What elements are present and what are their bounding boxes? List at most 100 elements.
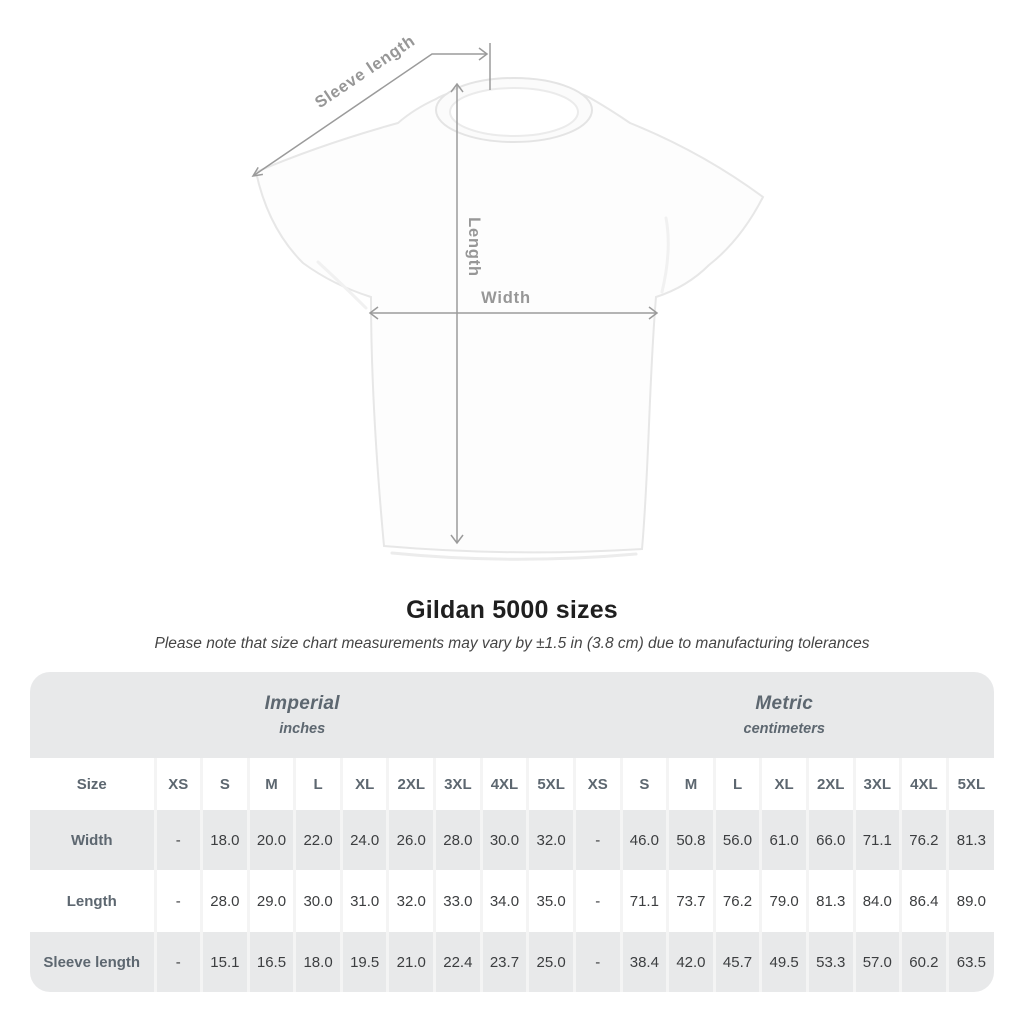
sleeve-length-line bbox=[252, 53, 487, 177]
value-cell: 53.3 bbox=[805, 932, 855, 992]
tshirt-body bbox=[254, 84, 765, 554]
page-title: Gildan 5000 sizes bbox=[406, 596, 618, 624]
unit-header-row: Imperial inches Metric centimeters bbox=[30, 672, 994, 758]
size-header: 2XL bbox=[386, 758, 435, 810]
size-header: L bbox=[293, 758, 342, 810]
value-cell: 32.0 bbox=[526, 810, 575, 870]
value-cell: 28.0 bbox=[433, 810, 482, 870]
size-header: S bbox=[200, 758, 249, 810]
value-cell: 73.7 bbox=[666, 870, 715, 932]
sleeve-arrowhead-collar bbox=[478, 47, 489, 61]
value-cell: 76.2 bbox=[899, 810, 948, 870]
length-row: Length - 28.0 29.0 30.0 31.0 32.0 33.0 3… bbox=[30, 870, 994, 932]
size-header: 3XL bbox=[433, 758, 482, 810]
value-cell: - bbox=[572, 932, 622, 992]
value-cell: - bbox=[572, 870, 622, 932]
metric-title: Metric bbox=[755, 693, 814, 714]
value-cell: 31.0 bbox=[339, 870, 388, 932]
size-header: 2XL bbox=[805, 758, 855, 810]
size-column-header: Size bbox=[30, 758, 155, 810]
value-cell: 22.0 bbox=[293, 810, 342, 870]
value-cell: 24.0 bbox=[339, 810, 388, 870]
value-cell: 60.2 bbox=[899, 932, 948, 992]
value-cell: 32.0 bbox=[386, 870, 435, 932]
value-cell: 56.0 bbox=[712, 810, 761, 870]
size-header: M bbox=[666, 758, 715, 810]
value-cell: 71.1 bbox=[619, 870, 668, 932]
size-table-card: Imperial inches Metric centimeters Size … bbox=[30, 672, 994, 992]
sleeve-arrowhead bbox=[251, 167, 264, 177]
tolerance-note: Please note that size chart measurements… bbox=[154, 635, 870, 652]
value-cell: 21.0 bbox=[386, 932, 435, 992]
width-arrowhead-right bbox=[648, 306, 659, 320]
value-cell: 29.0 bbox=[246, 870, 295, 932]
size-header: L bbox=[712, 758, 761, 810]
value-cell: 79.0 bbox=[759, 870, 808, 932]
value-cell: 15.1 bbox=[200, 932, 249, 992]
tshirt-measurement-diagram: Sleeve length Length Width bbox=[251, 32, 765, 561]
value-cell: 26.0 bbox=[386, 810, 435, 870]
length-arrowhead-top bbox=[450, 82, 464, 93]
size-header: M bbox=[246, 758, 295, 810]
value-cell: 61.0 bbox=[759, 810, 808, 870]
value-cell: 71.1 bbox=[852, 810, 901, 870]
value-cell: 25.0 bbox=[526, 932, 575, 992]
value-cell: 28.0 bbox=[200, 870, 249, 932]
value-cell: 18.0 bbox=[200, 810, 249, 870]
value-cell: 84.0 bbox=[852, 870, 901, 932]
title-block: Gildan 5000 sizes Please note that size … bbox=[0, 596, 1024, 653]
value-cell: 76.2 bbox=[712, 870, 761, 932]
tshirt-illustration bbox=[254, 77, 765, 561]
value-cell: 23.7 bbox=[479, 932, 528, 992]
value-cell: 89.0 bbox=[945, 870, 994, 932]
sleeve-length-row: Sleeve length - 15.1 16.5 18.0 19.5 21.0… bbox=[30, 932, 994, 992]
value-cell: 30.0 bbox=[479, 810, 528, 870]
width-label: Width bbox=[481, 289, 531, 307]
value-cell: 63.5 bbox=[945, 932, 994, 992]
value-cell: 38.4 bbox=[619, 932, 668, 992]
value-cell: 19.5 bbox=[339, 932, 388, 992]
row-label-sleeve-length: Sleeve length bbox=[30, 932, 155, 992]
width-arrowhead-left bbox=[368, 306, 379, 320]
row-label-width: Width bbox=[30, 810, 155, 870]
value-cell: 42.0 bbox=[666, 932, 715, 992]
imperial-title: Imperial bbox=[264, 693, 340, 714]
value-cell: - bbox=[153, 932, 202, 992]
left-armpit-crease bbox=[316, 260, 368, 310]
imperial-header: Imperial inches bbox=[30, 672, 575, 758]
metric-header: Metric centimeters bbox=[574, 672, 994, 758]
value-cell: 16.5 bbox=[246, 932, 295, 992]
value-cell: 81.3 bbox=[805, 870, 855, 932]
width-row: Width - 18.0 20.0 22.0 24.0 26.0 28.0 30… bbox=[30, 810, 994, 870]
value-cell: 46.0 bbox=[619, 810, 668, 870]
size-header: 5XL bbox=[945, 758, 994, 810]
metric-subtitle: centimeters bbox=[743, 721, 825, 737]
value-cell: 45.7 bbox=[712, 932, 761, 992]
size-header: 3XL bbox=[852, 758, 901, 810]
value-cell: 35.0 bbox=[526, 870, 575, 932]
value-cell: 49.5 bbox=[759, 932, 808, 992]
size-header: 5XL bbox=[526, 758, 575, 810]
size-header: XS bbox=[153, 758, 202, 810]
size-header-row: Size XS S M L XL 2XL 3XL 4XL 5XL XS S M … bbox=[30, 758, 994, 810]
value-cell: 18.0 bbox=[293, 932, 342, 992]
imperial-subtitle: inches bbox=[279, 721, 326, 737]
hem-shadow bbox=[390, 551, 638, 561]
value-cell: - bbox=[153, 810, 202, 870]
dimension-lines bbox=[251, 43, 659, 545]
value-cell: 81.3 bbox=[945, 810, 994, 870]
value-cell: 50.8 bbox=[666, 810, 715, 870]
size-header: XL bbox=[339, 758, 388, 810]
value-cell: 66.0 bbox=[805, 810, 855, 870]
value-cell: 86.4 bbox=[899, 870, 948, 932]
right-sleeve-crease bbox=[660, 216, 670, 294]
value-cell: 20.0 bbox=[246, 810, 295, 870]
length-label: Length bbox=[465, 217, 483, 277]
collar-inner bbox=[449, 87, 579, 137]
size-header: 4XL bbox=[899, 758, 948, 810]
value-cell: 22.4 bbox=[433, 932, 482, 992]
value-cell: - bbox=[572, 810, 622, 870]
size-header: S bbox=[619, 758, 668, 810]
value-cell: 57.0 bbox=[852, 932, 901, 992]
